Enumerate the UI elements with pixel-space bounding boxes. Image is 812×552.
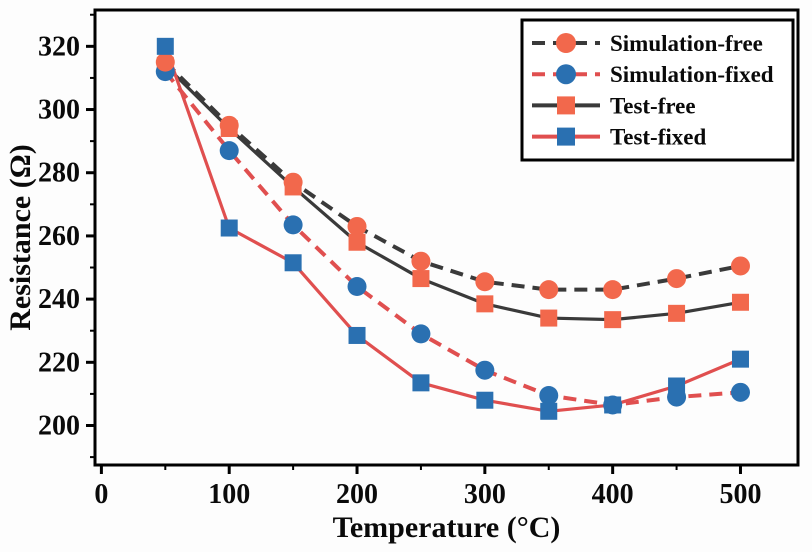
data-point — [540, 309, 558, 327]
data-point — [220, 219, 238, 237]
data-point — [284, 254, 302, 272]
y-axis-tick-label: 260 — [38, 221, 80, 252]
series-line-2 — [164, 64, 741, 322]
y-axis-tick-label: 300 — [38, 95, 80, 126]
data-point — [731, 293, 749, 311]
data-point — [347, 216, 367, 236]
data-point — [219, 141, 239, 161]
legend-marker-square — [557, 127, 575, 146]
series-line-1 — [163, 70, 741, 407]
y-axis-tick-label: 200 — [38, 411, 80, 442]
x-axis-tick-label: 500 — [719, 479, 761, 510]
data-point — [475, 272, 495, 292]
legend-marker-circle — [556, 64, 576, 85]
legend-entry: Simulation-fixed — [532, 62, 774, 87]
data-point — [668, 377, 686, 395]
legend-entry-label: Simulation-free — [610, 31, 763, 56]
data-point — [475, 360, 495, 380]
data-point — [155, 52, 175, 72]
y-axis-tick-label: 240 — [38, 284, 80, 315]
y-axis-tick-label: 220 — [38, 347, 80, 378]
legend-entry: Test-free — [532, 93, 696, 118]
data-point — [476, 295, 494, 313]
data-point — [283, 215, 303, 235]
data-point — [604, 311, 622, 329]
data-point — [730, 256, 750, 276]
legend-entry-label: Test-free — [610, 93, 696, 118]
data-point — [411, 251, 431, 271]
data-point — [412, 270, 430, 288]
legend-marker-square — [557, 96, 575, 115]
data-point — [283, 172, 303, 192]
data-point — [219, 115, 239, 135]
series-line-0 — [163, 60, 741, 292]
data-point — [603, 280, 623, 300]
y-axis-tick-label: 320 — [38, 31, 80, 62]
data-point — [412, 374, 430, 392]
data-point — [156, 37, 174, 55]
data-point — [539, 280, 559, 300]
data-point — [540, 402, 558, 420]
x-axis-tick-label: 400 — [592, 479, 634, 510]
legend-marker-circle — [556, 33, 576, 53]
legend-entry-label: Simulation-fixed — [610, 62, 774, 87]
data-point — [347, 276, 367, 296]
data-point — [667, 269, 687, 289]
data-point — [411, 324, 431, 344]
data-point — [604, 396, 622, 414]
tick-labels: 0 100 200 300 400 500 200 220 240 260 280 300 320 — [38, 31, 761, 510]
data-point — [348, 233, 366, 251]
x-axis-tick-label: 300 — [464, 479, 506, 510]
data-point — [539, 385, 559, 405]
data-point — [476, 391, 494, 409]
x-axis-tick-label: 100 — [208, 479, 250, 510]
x-axis-tick-label: 0 — [94, 479, 108, 510]
plot-frame — [93, 8, 800, 467]
data-point — [348, 326, 366, 344]
x-axis-title: Temperature (°C) — [333, 511, 561, 544]
series-markers — [155, 37, 750, 420]
y-axis-tick-label: 280 — [38, 158, 80, 189]
legend-entry: Simulation-free — [532, 31, 763, 56]
data-point — [668, 304, 686, 322]
data-point — [731, 350, 749, 368]
series-line-3 — [163, 45, 742, 413]
legend: Simulation-free Simulation-fixed Test-free… — [520, 18, 795, 162]
series-lines — [163, 45, 742, 413]
y-axis-title: Resistance (Ω) — [4, 144, 37, 330]
legend-entry-label: Test-fixed — [610, 125, 706, 150]
x-axis-tick-label: 200 — [336, 479, 378, 510]
data-point — [730, 382, 750, 402]
legend-entry: Test-fixed — [532, 125, 706, 150]
